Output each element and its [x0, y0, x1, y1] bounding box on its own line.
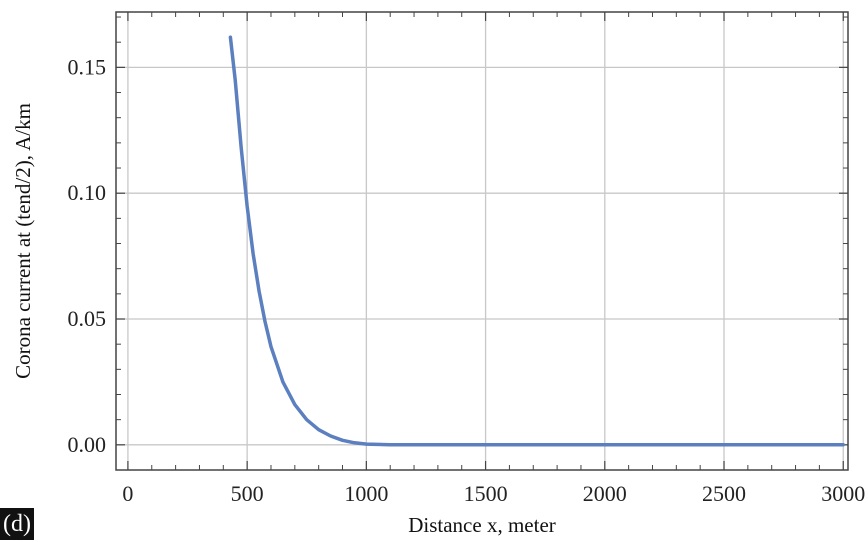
panel-label: (d): [0, 508, 34, 540]
x-axis-label: Distance x, meter: [408, 513, 556, 537]
x-tick-label: 3000: [821, 481, 865, 506]
y-tick-label: 0.05: [68, 306, 107, 331]
y-axis-label: Corona current at (tend/2), A/km: [11, 103, 35, 379]
x-tick-label: 2500: [702, 481, 746, 506]
x-tick-label: 1000: [344, 481, 388, 506]
x-tick-label: 500: [231, 481, 264, 506]
series: [228, 35, 845, 447]
series-line: [228, 35, 845, 447]
y-tick-label: 0.15: [68, 54, 107, 79]
x-tick-label: 1500: [464, 481, 508, 506]
x-tick-label: 2000: [583, 481, 627, 506]
y-tick-label: 0.00: [68, 432, 107, 457]
x-tick-label: 0: [122, 481, 133, 506]
ticks: [116, 12, 848, 471]
y-tick-label: 0.10: [68, 180, 107, 205]
tick-labels: 0 500 1000 1500 2000 2500 3000 0.00 0.05 0.10 0.15: [68, 54, 866, 506]
plot-frame: [115, 11, 849, 471]
grid: [116, 12, 848, 470]
